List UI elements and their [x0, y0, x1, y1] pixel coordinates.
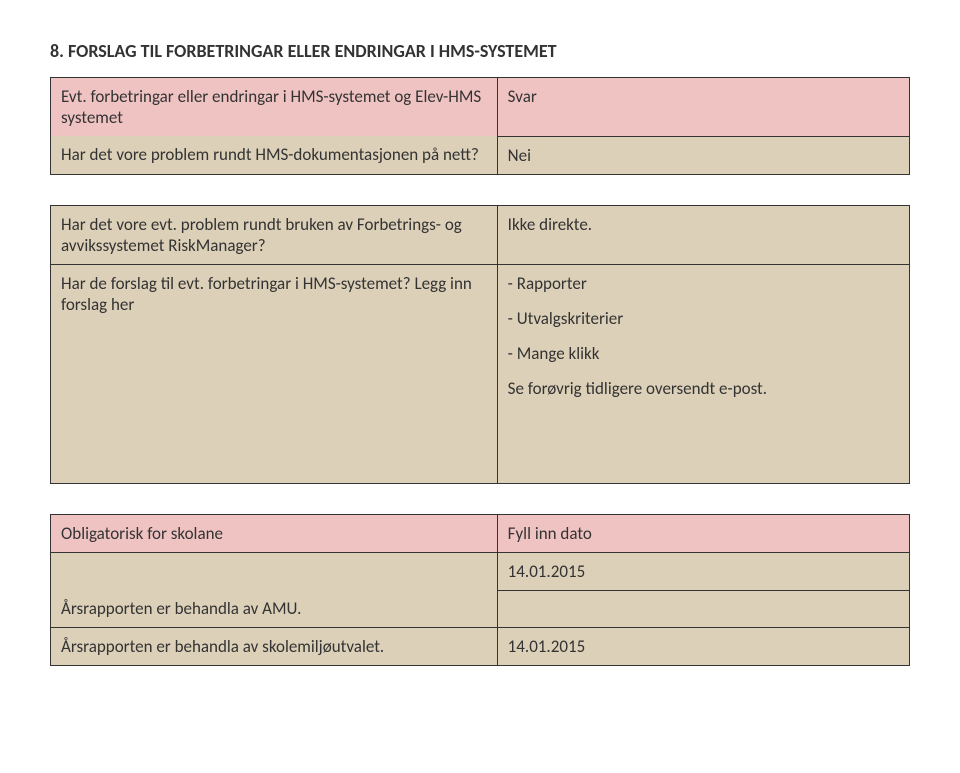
cell-empty — [497, 407, 909, 484]
cell-value: 14.01.2015 — [497, 628, 909, 666]
section-heading: 8. FORSLAG TIL FORBETRINGAR ELLER ENDRIN… — [50, 40, 910, 62]
table-obligatorisk: Obligatorisk for skolane Fyll inn dato 1… — [50, 514, 910, 667]
cell-label: Har de forslag til evt. forbetringar i H… — [51, 264, 498, 407]
table-row: 14.01.2015 — [51, 552, 910, 590]
cell-value: 14.01.2015 — [497, 552, 909, 590]
section-number: 8. — [50, 40, 64, 62]
cell-value: - Rapporter - Utvalgskriterier - Mange k… — [497, 264, 909, 407]
table-row: Obligatorisk for skolane Fyll inn dato — [51, 514, 910, 552]
section-title-text: FORSLAG TIL FORBETRINGAR ELLER ENDRINGAR… — [68, 40, 557, 62]
cell-value-line: - Mange klikk — [508, 343, 899, 364]
cell-label: Evt. forbetringar eller endringar i HMS-… — [51, 78, 498, 137]
table-row: Årsrapporten er behandla av AMU. — [51, 590, 910, 628]
table-row: Har det vore evt. problem rundt bruken a… — [51, 205, 910, 264]
cell-value: Svar — [497, 78, 909, 137]
cell-value-line: - Rapporter — [508, 273, 899, 294]
cell-empty — [51, 407, 498, 484]
cell-header: Obligatorisk for skolane — [51, 514, 498, 552]
table-row: Har de forslag til evt. forbetringar i H… — [51, 264, 910, 407]
cell-empty — [497, 590, 909, 628]
cell-label: Har det vore problem rundt HMS-dokumenta… — [51, 136, 498, 174]
table-row: Evt. forbetringar eller endringar i HMS-… — [51, 78, 910, 137]
table-hms-endringar: Evt. forbetringar eller endringar i HMS-… — [50, 77, 910, 175]
table-row — [51, 407, 910, 484]
cell-label: Årsrapporten er behandla av skolemiljøut… — [51, 628, 498, 666]
table-row: Har det vore problem rundt HMS-dokumenta… — [51, 136, 910, 174]
cell-value: Ikke direkte. — [497, 205, 909, 264]
cell-value: Nei — [497, 136, 909, 174]
cell-header: Fyll inn dato — [497, 514, 909, 552]
cell-label: Årsrapporten er behandla av AMU. — [51, 590, 498, 628]
cell-value-line: - Utvalgskriterier — [508, 308, 899, 329]
table-row: Årsrapporten er behandla av skolemiljøut… — [51, 628, 910, 666]
cell-empty — [51, 552, 498, 590]
cell-value-line: Se forøvrig tidligere oversendt e-post. — [508, 378, 899, 399]
table-riskmanager: Har det vore evt. problem rundt bruken a… — [50, 205, 910, 484]
cell-label: Har det vore evt. problem rundt bruken a… — [51, 205, 498, 264]
